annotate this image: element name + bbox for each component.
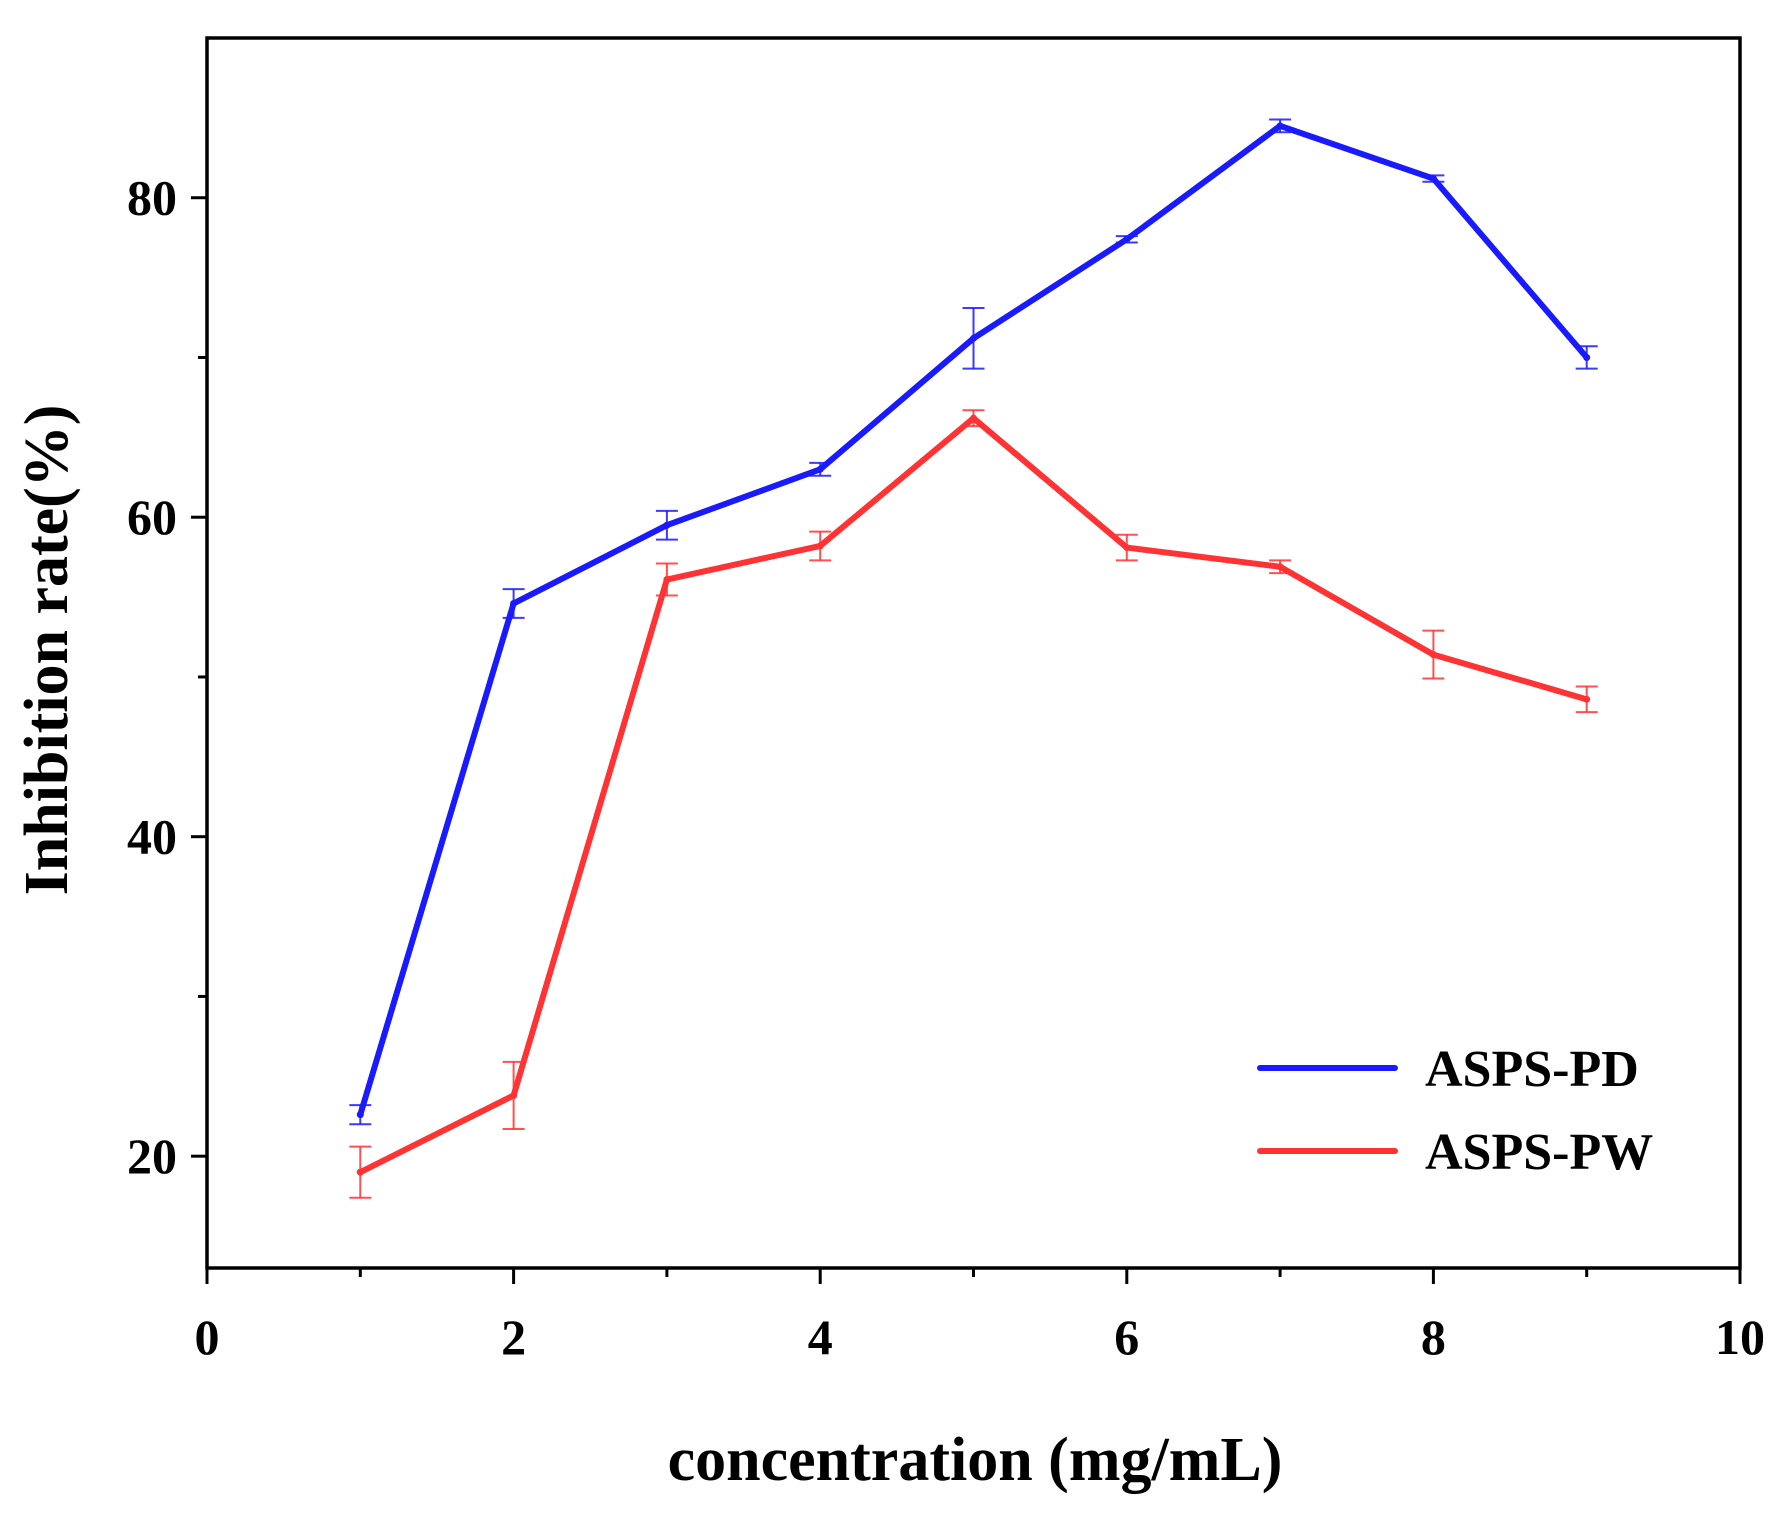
y-tick-label: 60 [127,489,177,545]
data-point-asps-pw [1583,695,1591,703]
data-point-asps-pd [816,465,824,473]
x-tick-label: 6 [1114,1309,1139,1365]
data-point-asps-pw [1429,651,1437,659]
data-point-asps-pd [1583,353,1591,361]
y-tick-label: 80 [127,170,177,226]
y-tick-label: 40 [127,809,177,865]
series-asps-pw [349,409,1598,1199]
data-point-asps-pd [356,1111,364,1119]
series-asps-pd [349,118,1598,1126]
data-point-asps-pw [1123,544,1131,552]
data-point-asps-pw [816,542,824,550]
data-point-asps-pw [356,1168,364,1176]
x-tick-label: 2 [501,1309,526,1365]
data-point-asps-pd [1123,235,1131,243]
data-point-asps-pd [510,599,518,607]
x-tick-label: 10 [1715,1309,1765,1365]
data-point-asps-pw [663,576,671,584]
y-tick-label: 20 [127,1128,177,1184]
data-point-asps-pw [1276,563,1284,571]
data-point-asps-pd [663,521,671,529]
legend-label-asps-pd: ASPS-PD [1425,1041,1639,1098]
data-point-asps-pw [970,414,977,422]
data-point-asps-pd [970,334,977,342]
y-axis-title: Inhibition rate(%) [13,405,81,896]
y-axis: 20 40 60 80 [127,170,207,1184]
series-layer [349,118,1598,1199]
x-tick-label: 4 [808,1309,833,1365]
data-point-asps-pw [510,1091,518,1099]
x-axis: 0 2 4 6 8 10 [195,1268,1765,1365]
legend-label-asps-pw: ASPS-PW [1425,1124,1653,1181]
x-tick-label: 0 [195,1309,220,1365]
legend: ASPS-PD ASPS-PW [1257,1041,1653,1181]
x-tick-label: 8 [1421,1309,1446,1365]
data-point-asps-pd [1429,175,1437,183]
x-axis-title: concentration (mg/mL) [668,1426,1283,1494]
data-point-asps-pd [1276,122,1284,130]
